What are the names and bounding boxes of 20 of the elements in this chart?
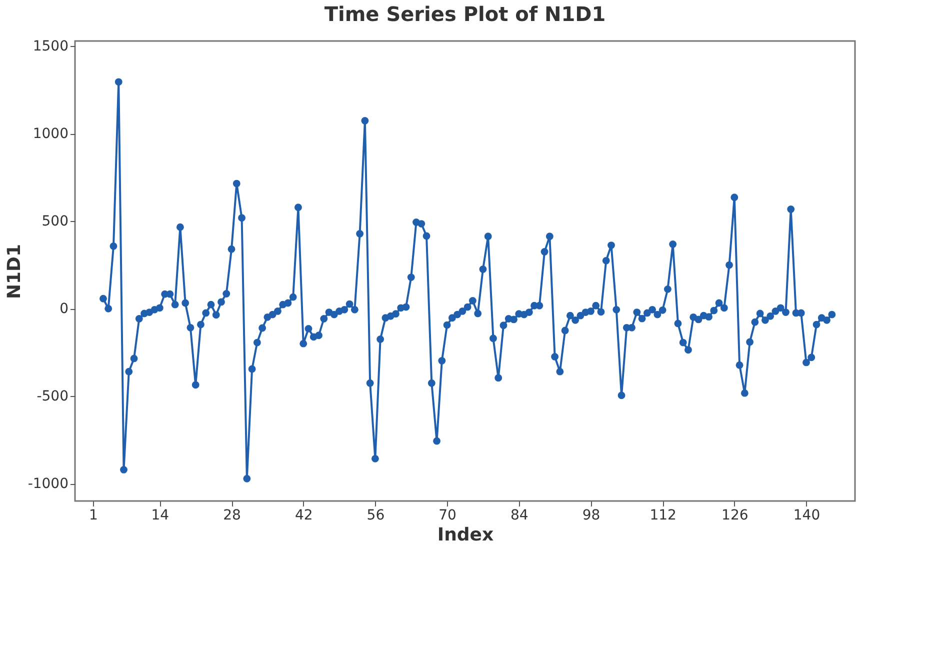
x-tick-label: 70 bbox=[438, 508, 456, 524]
y-tick-label: 1500 bbox=[32, 38, 68, 55]
y-tick-label: -500 bbox=[36, 388, 68, 405]
y-tick-label: 0 bbox=[60, 301, 68, 318]
y-axis-title: N1D1 bbox=[4, 244, 25, 300]
y-tick-label: -1000 bbox=[28, 476, 68, 492]
x-tick-label: 126 bbox=[722, 508, 748, 524]
x-tick-label: 140 bbox=[793, 508, 820, 524]
x-tick-label: 1 bbox=[89, 508, 98, 524]
x-tick-label: 98 bbox=[582, 508, 600, 524]
x-axis-title: Index bbox=[437, 524, 494, 546]
x-tick-label: 42 bbox=[294, 508, 313, 524]
x-tick-label: 14 bbox=[151, 508, 170, 524]
x-tick-label: 56 bbox=[366, 508, 385, 524]
x-tick-label: 84 bbox=[510, 508, 528, 524]
chart-title: Time Series Plot of N1D1 bbox=[324, 2, 606, 26]
x-tick-label: 112 bbox=[650, 508, 676, 524]
y-tick-label: 1000 bbox=[32, 126, 68, 142]
y-tick-label: 500 bbox=[42, 214, 68, 230]
x-tick-label: 28 bbox=[223, 508, 241, 524]
